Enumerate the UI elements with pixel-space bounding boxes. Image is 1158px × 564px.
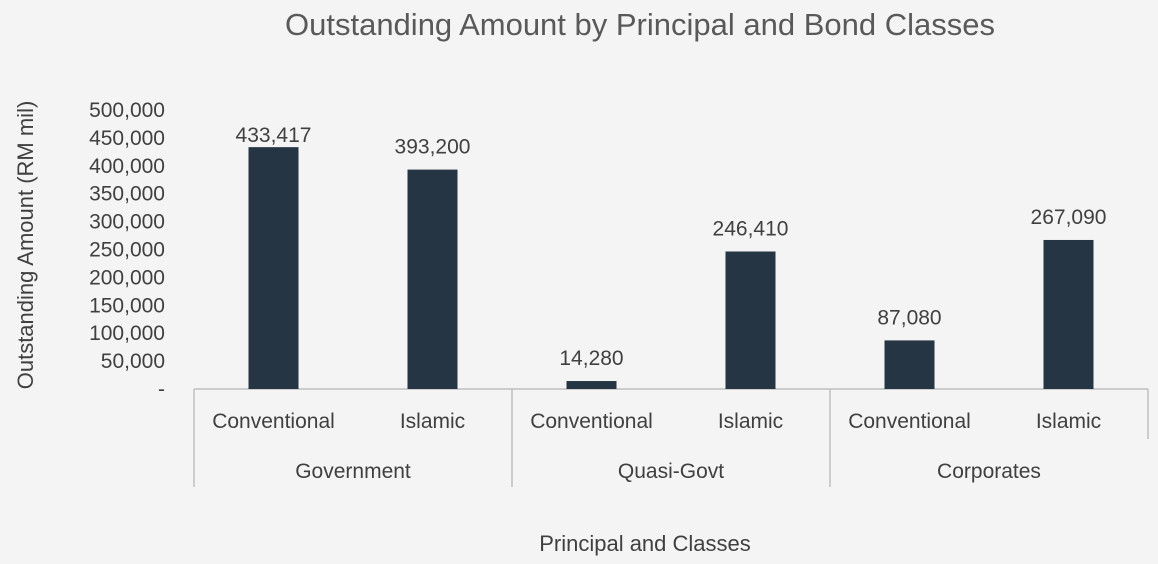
- chart-title: Outstanding Amount by Principal and Bond…: [285, 7, 995, 42]
- y-tick-label: 50,000: [101, 350, 165, 373]
- data-label: 14,280: [559, 347, 623, 370]
- bar: [725, 251, 776, 389]
- y-tick-label: 100,000: [89, 322, 165, 345]
- x-category-label: Islamic: [718, 410, 783, 433]
- x-category-label: Conventional: [212, 410, 335, 433]
- data-label: 246,410: [713, 218, 789, 241]
- bar: [566, 381, 617, 389]
- x-category-label: Conventional: [530, 410, 653, 433]
- bar: [884, 340, 935, 389]
- y-tick-label: 200,000: [89, 266, 165, 289]
- data-label: 393,200: [395, 136, 471, 159]
- plot-area: - 50,000 100,000 150,000 200,000 250,000 300,0…: [89, 99, 1149, 487]
- x-group-label: Quasi-Govt: [618, 460, 724, 483]
- y-tick-label: 500,000: [89, 99, 165, 122]
- data-label: 433,417: [236, 124, 312, 147]
- y-tick-label: -: [158, 378, 165, 401]
- x-category-label: Islamic: [400, 410, 465, 433]
- bar: [1043, 239, 1094, 389]
- bar: [407, 169, 458, 389]
- y-tick-label: 400,000: [89, 155, 165, 178]
- x-group-label: Government: [295, 460, 411, 483]
- y-tick-label: 150,000: [89, 294, 165, 317]
- data-label: 87,080: [877, 306, 941, 329]
- x-category-label: Conventional: [848, 410, 971, 433]
- x-axis-title: Principal and Classes: [539, 531, 751, 556]
- x-group-label: Corporates: [937, 460, 1041, 483]
- x-category-label: Islamic: [1036, 410, 1101, 433]
- y-tick-label: 300,000: [89, 211, 165, 234]
- y-tick-label: 250,000: [89, 239, 165, 262]
- y-axis-title: Outstanding Amount (RM mil): [13, 101, 38, 390]
- y-tick-label: 350,000: [89, 183, 165, 206]
- data-label: 267,090: [1031, 206, 1107, 229]
- y-tick-label: 450,000: [89, 127, 165, 150]
- bar: [248, 147, 299, 389]
